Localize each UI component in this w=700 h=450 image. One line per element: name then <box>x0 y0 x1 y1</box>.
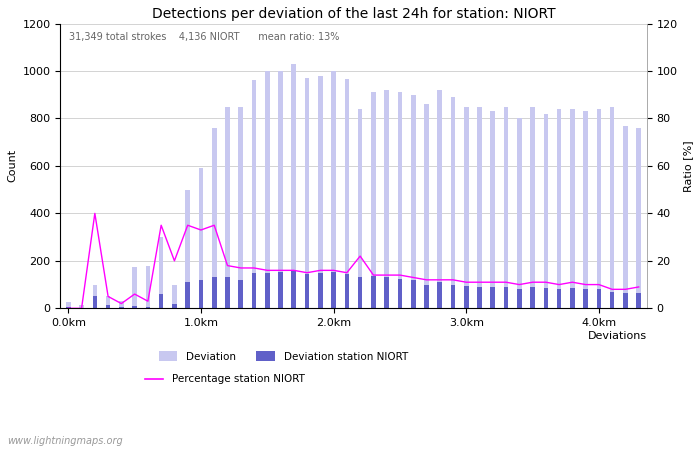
Bar <box>331 271 336 308</box>
Bar <box>344 79 349 308</box>
Bar <box>583 111 588 308</box>
Bar <box>596 109 601 308</box>
Bar <box>278 271 283 308</box>
Bar <box>491 287 495 308</box>
Bar <box>424 104 429 308</box>
Bar <box>132 267 137 308</box>
Title: Detections per deviation of the last 24h for station: NIORT: Detections per deviation of the last 24h… <box>152 7 555 21</box>
Bar <box>623 126 628 308</box>
Bar <box>318 273 323 308</box>
Bar <box>79 305 84 308</box>
Bar <box>119 301 124 308</box>
Bar <box>304 78 309 308</box>
Bar <box>556 289 561 308</box>
Bar <box>358 278 363 308</box>
Bar <box>464 286 468 308</box>
Bar <box>252 273 256 308</box>
Bar <box>225 278 230 308</box>
Bar <box>239 280 243 308</box>
Bar <box>331 71 336 308</box>
Bar <box>491 111 495 308</box>
Bar <box>610 107 615 308</box>
Bar <box>464 107 468 308</box>
Bar <box>225 107 230 308</box>
Bar <box>199 168 203 308</box>
Bar <box>623 293 628 308</box>
Bar <box>451 97 455 308</box>
Bar <box>517 289 522 308</box>
Bar <box>517 118 522 308</box>
Bar <box>265 71 270 308</box>
Bar <box>92 297 97 308</box>
Bar <box>543 288 548 308</box>
Bar <box>371 276 376 308</box>
Legend: Percentage station NIORT: Percentage station NIORT <box>141 370 309 388</box>
Bar <box>531 107 535 308</box>
Text: 31,349 total strokes    4,136 NIORT      mean ratio: 13%: 31,349 total strokes 4,136 NIORT mean ra… <box>69 32 340 42</box>
Bar <box>344 274 349 308</box>
Bar <box>504 107 508 308</box>
Text: www.lightningmaps.org: www.lightningmaps.org <box>7 436 122 446</box>
Bar <box>411 280 416 308</box>
Bar <box>610 292 615 308</box>
Bar <box>159 294 164 308</box>
Bar <box>384 278 389 308</box>
Bar <box>291 270 296 308</box>
Bar <box>212 278 216 308</box>
Y-axis label: Ratio [%]: Ratio [%] <box>683 140 693 192</box>
Bar <box>106 305 111 308</box>
Bar <box>398 92 402 308</box>
Bar <box>186 189 190 308</box>
Bar <box>411 94 416 308</box>
Bar <box>186 282 190 308</box>
Bar <box>172 304 176 308</box>
Bar <box>199 280 203 308</box>
Bar <box>438 282 442 308</box>
Bar <box>92 284 97 308</box>
Bar <box>371 92 376 308</box>
Bar <box>398 279 402 308</box>
Bar <box>596 289 601 308</box>
Bar <box>212 128 216 308</box>
Bar <box>304 274 309 308</box>
Bar <box>477 107 482 308</box>
Bar <box>252 81 256 308</box>
Text: Deviations: Deviations <box>587 331 647 341</box>
Bar <box>504 287 508 308</box>
Bar <box>543 114 548 308</box>
Bar <box>384 90 389 308</box>
Bar <box>531 287 535 308</box>
Bar <box>358 109 363 308</box>
Bar <box>66 302 71 308</box>
Bar <box>66 307 71 308</box>
Bar <box>172 284 176 308</box>
Bar <box>291 64 296 308</box>
Bar <box>106 297 111 308</box>
Bar <box>146 266 150 308</box>
Bar <box>583 289 588 308</box>
Bar <box>119 307 124 308</box>
Bar <box>556 109 561 308</box>
Bar <box>159 237 164 308</box>
Bar <box>636 128 641 308</box>
Bar <box>132 306 137 308</box>
Bar <box>265 273 270 308</box>
Bar <box>570 109 575 308</box>
Bar <box>146 307 150 308</box>
Bar <box>424 284 429 308</box>
Bar <box>239 107 243 308</box>
Bar <box>318 76 323 308</box>
Bar <box>636 293 641 308</box>
Bar <box>477 287 482 308</box>
Y-axis label: Count: Count <box>7 149 17 182</box>
Bar <box>570 288 575 308</box>
Bar <box>438 90 442 308</box>
Bar <box>278 71 283 308</box>
Bar <box>451 284 455 308</box>
